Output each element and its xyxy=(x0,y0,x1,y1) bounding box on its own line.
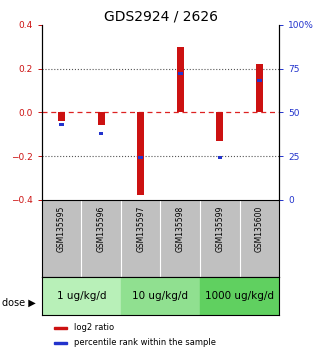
FancyBboxPatch shape xyxy=(54,327,67,329)
Bar xyxy=(98,112,105,125)
Bar xyxy=(177,47,184,112)
Text: GSM135597: GSM135597 xyxy=(136,206,145,252)
Bar xyxy=(42,277,121,315)
Bar xyxy=(216,112,223,141)
Text: GSM135600: GSM135600 xyxy=(255,206,264,252)
Text: GSM135595: GSM135595 xyxy=(57,206,66,252)
FancyBboxPatch shape xyxy=(54,342,67,344)
Text: 10 ug/kg/d: 10 ug/kg/d xyxy=(133,291,188,301)
Bar xyxy=(59,123,64,126)
Bar xyxy=(121,277,200,315)
Text: GSM135598: GSM135598 xyxy=(176,206,185,252)
Bar xyxy=(257,79,262,82)
Bar xyxy=(218,156,222,160)
Bar xyxy=(138,156,143,160)
Text: 1000 ug/kg/d: 1000 ug/kg/d xyxy=(205,291,274,301)
Text: dose ▶: dose ▶ xyxy=(2,298,35,308)
Bar xyxy=(137,112,144,195)
Text: GSM135596: GSM135596 xyxy=(97,206,106,252)
Text: GSM135599: GSM135599 xyxy=(215,206,224,252)
Bar xyxy=(256,64,263,112)
Bar xyxy=(178,72,183,75)
Bar xyxy=(200,277,279,315)
Text: percentile rank within the sample: percentile rank within the sample xyxy=(74,338,216,347)
Text: 1 ug/kg/d: 1 ug/kg/d xyxy=(56,291,106,301)
Bar xyxy=(58,112,65,121)
Title: GDS2924 / 2626: GDS2924 / 2626 xyxy=(103,10,218,24)
Text: log2 ratio: log2 ratio xyxy=(74,323,114,332)
Bar xyxy=(99,132,103,135)
